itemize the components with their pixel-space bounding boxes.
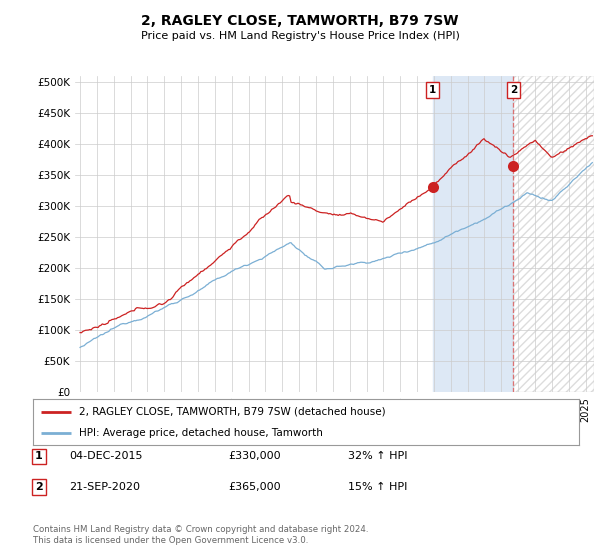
- Text: 2, RAGLEY CLOSE, TAMWORTH, B79 7SW: 2, RAGLEY CLOSE, TAMWORTH, B79 7SW: [141, 14, 459, 28]
- Text: 15% ↑ HPI: 15% ↑ HPI: [348, 482, 407, 492]
- Text: Price paid vs. HM Land Registry's House Price Index (HPI): Price paid vs. HM Land Registry's House …: [140, 31, 460, 41]
- Text: Contains HM Land Registry data © Crown copyright and database right 2024.
This d: Contains HM Land Registry data © Crown c…: [33, 525, 368, 545]
- Text: 21-SEP-2020: 21-SEP-2020: [69, 482, 140, 492]
- Bar: [433, 76, 514, 392]
- Text: £365,000: £365,000: [228, 482, 281, 492]
- Text: 1: 1: [429, 85, 436, 95]
- Text: HPI: Average price, detached house, Tamworth: HPI: Average price, detached house, Tamw…: [79, 428, 323, 438]
- Text: 32% ↑ HPI: 32% ↑ HPI: [348, 451, 407, 461]
- Text: £330,000: £330,000: [228, 451, 281, 461]
- Text: 2: 2: [35, 482, 43, 492]
- Text: 2: 2: [510, 85, 517, 95]
- Text: 2, RAGLEY CLOSE, TAMWORTH, B79 7SW (detached house): 2, RAGLEY CLOSE, TAMWORTH, B79 7SW (deta…: [79, 407, 386, 417]
- Text: 1: 1: [35, 451, 43, 461]
- Text: 04-DEC-2015: 04-DEC-2015: [69, 451, 143, 461]
